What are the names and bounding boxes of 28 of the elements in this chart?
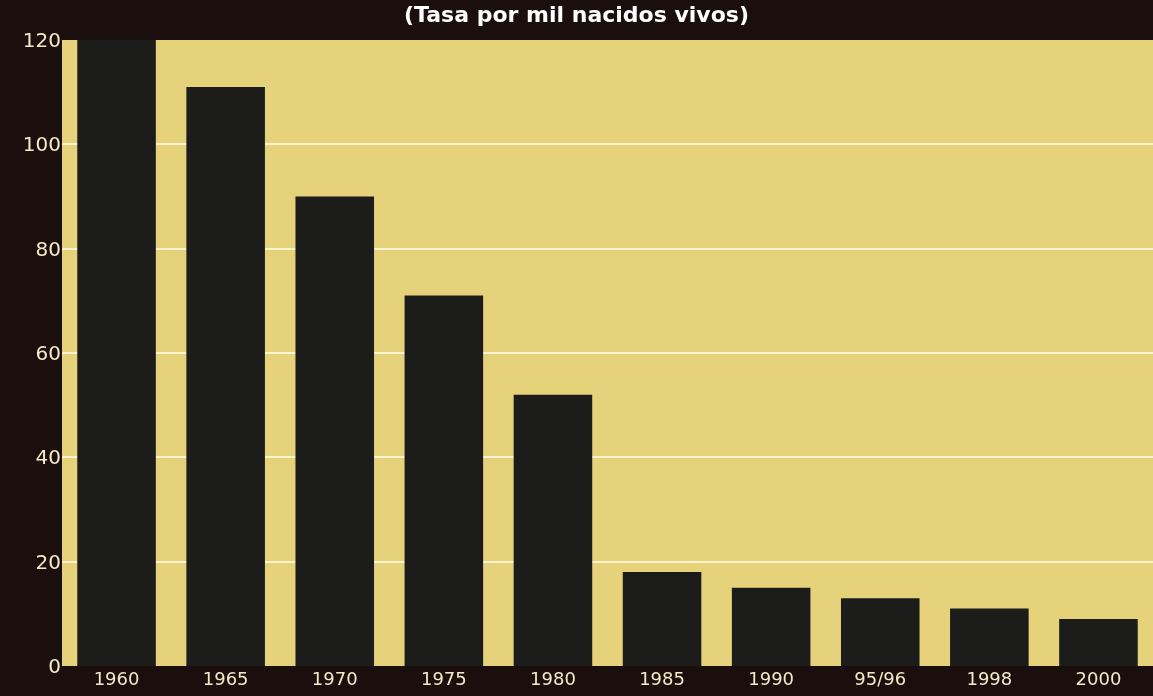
y-tick-label: 120 <box>22 28 61 52</box>
bar <box>622 572 702 666</box>
x-tick-label: 1960 <box>93 668 140 689</box>
x-tick-label: 1965 <box>202 668 249 689</box>
x-tick-label: 1998 <box>966 668 1013 689</box>
y-tick-label: 40 <box>35 445 61 470</box>
bar <box>950 608 1029 666</box>
x-tick-label: 1985 <box>639 668 685 689</box>
x-tick-label: 1990 <box>748 668 795 689</box>
bar <box>186 86 265 666</box>
y-tick-label: 100 <box>22 132 61 157</box>
y-tick-label: 80 <box>35 236 61 261</box>
y-tick-label: 0 <box>48 654 61 678</box>
chart-title: (Tasa por mil nacidos vivos) <box>404 2 749 28</box>
x-tick-label: 1980 <box>530 668 576 689</box>
bar <box>295 196 375 666</box>
x-tick-label: 2000 <box>1075 668 1122 689</box>
bar <box>513 394 593 666</box>
bar <box>731 587 811 666</box>
y-tick-label: 20 <box>35 549 61 574</box>
bar <box>1059 619 1138 666</box>
x-tick-label: 95/96 <box>854 668 907 689</box>
y-tick-label: 60 <box>35 341 61 365</box>
x-tick-label: 1970 <box>311 668 358 689</box>
bar <box>840 598 920 666</box>
x-tick-label: 1975 <box>420 668 467 689</box>
bar <box>77 40 156 666</box>
bar <box>404 295 484 666</box>
